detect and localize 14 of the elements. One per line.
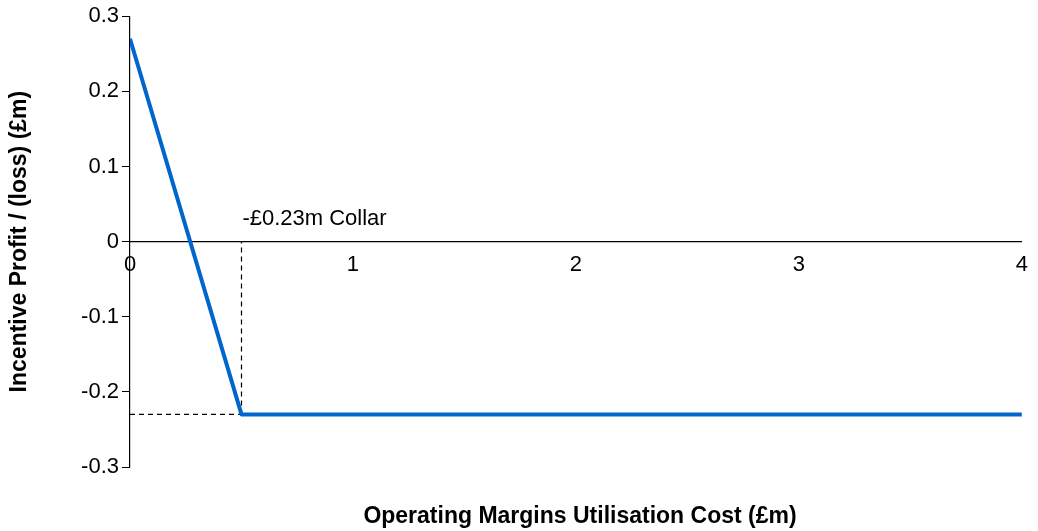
y-tick-label: -0.1 (81, 302, 119, 328)
y-tick-label: -0.3 (81, 453, 119, 479)
x-tick-label: 4 (1015, 250, 1029, 276)
y-tick-label: 0.3 (88, 2, 119, 28)
y-tick-label: 0.2 (88, 77, 119, 103)
x-tick-label: 3 (792, 250, 806, 276)
y-tick-label: -0.2 (81, 377, 119, 403)
x-axis-title: Operating Margins Utilisation Cost (£m) (363, 501, 797, 528)
y-tick-label: 0.1 (88, 152, 119, 178)
y-axis-title: Incentive Profit / (loss) (£m) (5, 90, 32, 393)
x-tick-label: 1 (346, 250, 360, 276)
y-tick-label: 0 (106, 227, 119, 253)
annotation: -£0.23m Collar (242, 204, 387, 230)
x-tick-label: 2 (569, 250, 583, 276)
